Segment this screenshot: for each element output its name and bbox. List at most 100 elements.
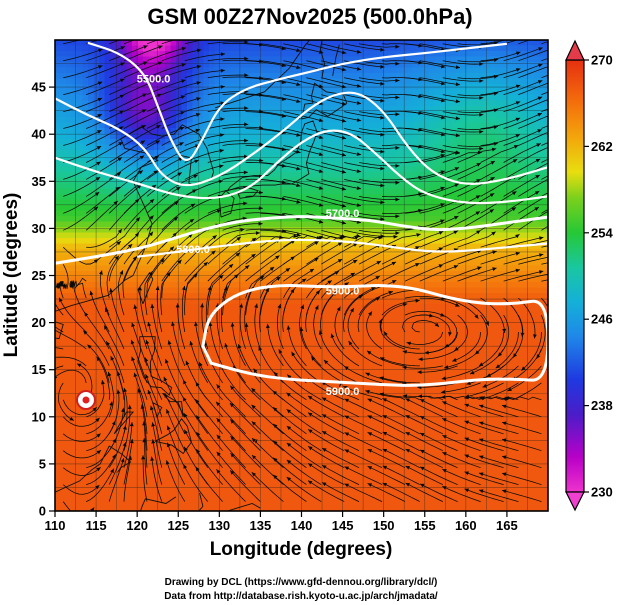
streamline-arrowhead: [129, 439, 134, 444]
streamline-arrowhead: [344, 366, 349, 371]
streamline-arrowhead: [417, 394, 422, 399]
streamline-arrowhead: [116, 241, 121, 246]
streamline: [184, 86, 225, 95]
streamline-arrowhead: [230, 322, 235, 327]
streamline: [117, 270, 125, 316]
streamline-arrowhead: [442, 418, 447, 422]
streamline: [272, 423, 307, 452]
streamline: [207, 202, 248, 214]
streamline: [344, 449, 383, 469]
streamline-arrowhead: [274, 372, 279, 377]
streamline: [260, 179, 301, 187]
streamline: [367, 415, 406, 435]
streamline-arrowhead: [300, 304, 304, 310]
streamline-arrowhead: [97, 97, 103, 102]
colorbar-tick-label: 246: [591, 312, 613, 327]
streamline-arrowhead: [199, 362, 203, 367]
streamline: [480, 68, 521, 79]
streamline: [222, 93, 264, 96]
streamline-arrowhead: [476, 179, 481, 183]
streamline: [110, 288, 125, 333]
streamline-arrowhead: [353, 243, 358, 247]
streamline: [55, 326, 64, 333]
streamline-arrowhead: [221, 36, 225, 40]
streamline: [107, 371, 115, 417]
streamline-arrowhead: [119, 110, 124, 115]
streamline: [323, 359, 360, 384]
streamline-arrowhead: [251, 404, 256, 410]
streamline: [184, 102, 225, 112]
streamline-arrowhead: [534, 191, 540, 195]
contour-5500: [87, 41, 508, 162]
streamline: [123, 215, 154, 248]
streamline-arrowhead: [177, 172, 182, 177]
streamline: [123, 455, 132, 502]
streamline: [283, 257, 319, 282]
contour-5800: [137, 238, 548, 258]
streamline: [123, 77, 163, 95]
streamline-arrowhead: [243, 170, 248, 175]
streamline: [404, 154, 446, 163]
streamline-arrowhead: [169, 246, 174, 251]
streamline: [108, 442, 127, 485]
streamline-arrowhead: [464, 471, 469, 476]
streamline: [442, 94, 484, 99]
streamline: [348, 340, 383, 367]
streamline: [222, 223, 263, 231]
streamline: [457, 42, 499, 46]
streamline: [480, 51, 521, 62]
streamline: [182, 396, 209, 435]
streamline: [381, 144, 423, 148]
streamline-arrowhead: [344, 282, 349, 287]
streamline: [143, 421, 148, 468]
streamline: [245, 77, 287, 84]
streamline-arrowhead: [491, 231, 496, 236]
streamline: [518, 82, 548, 95]
streamline: [123, 93, 162, 112]
streamline-arrowhead: [244, 265, 250, 270]
streamline-arrowhead: [318, 219, 324, 224]
streamline: [161, 259, 182, 299]
streamline: [108, 407, 124, 451]
streamline: [62, 433, 101, 442]
streamline-arrowhead: [441, 395, 446, 399]
streamline: [62, 416, 100, 427]
streamline: [260, 94, 301, 103]
streamline-arrowhead: [251, 472, 257, 477]
streamline-arrowhead: [350, 308, 354, 313]
streamline-arrowhead: [287, 374, 292, 379]
streamline: [272, 474, 307, 502]
streamline-arrowhead: [273, 474, 278, 480]
streamline: [106, 255, 120, 299]
streamline-arrowhead: [157, 77, 162, 82]
streamline-arrowhead: [322, 431, 327, 435]
streamline: [283, 60, 324, 71]
streamline: [307, 378, 345, 401]
streamline: [55, 369, 87, 384]
streamline-arrowhead: [163, 376, 168, 382]
streamline: [62, 484, 100, 495]
streamline-arrowhead: [475, 195, 481, 199]
streamline-arrowhead: [180, 111, 185, 115]
streamline-arrowhead: [135, 217, 140, 222]
streamline: [404, 203, 445, 214]
contour-label: 5500.0: [137, 73, 171, 85]
streamline-arrowhead: [273, 407, 278, 412]
streamline-arrowhead: [380, 200, 385, 205]
streamline-arrowhead: [166, 425, 171, 431]
streamline-arrowhead: [417, 370, 422, 375]
streamline: [146, 63, 187, 79]
streamline-arrowhead: [420, 433, 425, 437]
streamline: [442, 145, 484, 150]
streamline: [86, 380, 105, 418]
streamline-arrowhead: [275, 255, 280, 260]
streamline-arrowhead: [395, 95, 400, 100]
streamline-arrowhead: [196, 81, 201, 85]
streamline-arrowhead: [442, 435, 447, 439]
streamline: [222, 253, 256, 282]
streamline-arrowhead: [512, 159, 518, 163]
streamline: [501, 472, 542, 485]
streamline-arrowhead: [113, 200, 118, 206]
streamline-arrowhead: [420, 466, 425, 471]
streamline: [404, 247, 444, 265]
